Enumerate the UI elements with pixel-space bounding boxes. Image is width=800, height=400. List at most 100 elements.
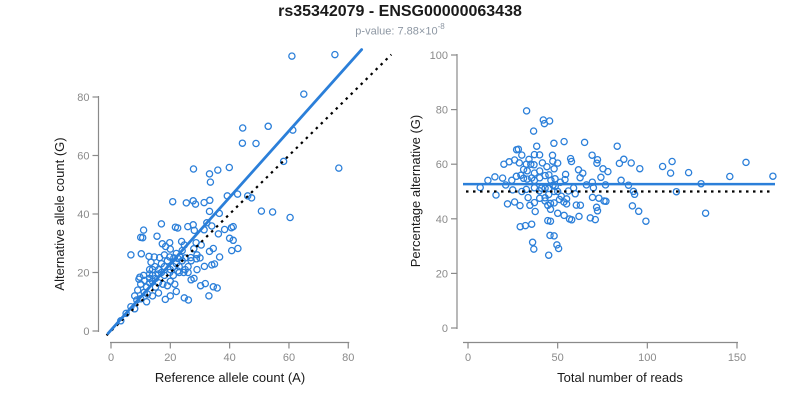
data-point bbox=[148, 292, 157, 300]
data-point bbox=[642, 217, 650, 225]
data-point bbox=[209, 283, 218, 291]
data-point bbox=[243, 192, 252, 200]
data-point bbox=[213, 284, 221, 292]
y-tick-label: 40 bbox=[77, 209, 89, 221]
data-point bbox=[591, 215, 600, 224]
pvalue-text: p-value: 7.88×10 bbox=[355, 25, 438, 38]
data-point bbox=[549, 157, 557, 165]
data-point bbox=[530, 245, 538, 253]
data-point bbox=[615, 159, 624, 168]
data-point bbox=[554, 244, 563, 253]
x-tick-label: 0 bbox=[108, 352, 114, 364]
data-point bbox=[182, 199, 191, 207]
data-point bbox=[229, 236, 237, 245]
data-point bbox=[247, 194, 256, 202]
data-point bbox=[154, 289, 163, 297]
data-point bbox=[498, 174, 507, 182]
data-point bbox=[169, 271, 178, 280]
pvalue-exponent: -8 bbox=[437, 22, 445, 31]
data-point bbox=[153, 232, 161, 240]
data-point bbox=[518, 151, 526, 159]
data-point bbox=[600, 197, 608, 205]
data-point bbox=[636, 164, 644, 173]
data-point bbox=[171, 280, 179, 288]
data-point bbox=[166, 292, 175, 300]
data-point bbox=[181, 254, 189, 262]
y-tick-label: 0 bbox=[83, 326, 89, 338]
data-point bbox=[168, 197, 177, 206]
data-point bbox=[684, 168, 693, 177]
data-point bbox=[163, 257, 172, 265]
data-point bbox=[206, 178, 215, 186]
data-point bbox=[572, 201, 581, 209]
data-point bbox=[190, 226, 199, 235]
data-point bbox=[512, 145, 521, 154]
data-point bbox=[742, 158, 750, 167]
data-point bbox=[561, 170, 570, 179]
data-point bbox=[187, 257, 195, 265]
right-scatter-panel: 0 20 40 60 80 100 0 50 100 150 bbox=[430, 50, 777, 364]
y-tick-label: 80 bbox=[77, 92, 89, 104]
data-point bbox=[522, 185, 531, 194]
data-point bbox=[576, 173, 584, 182]
data-point bbox=[567, 157, 576, 166]
data-point bbox=[604, 167, 612, 176]
data-point bbox=[220, 225, 229, 234]
data-point bbox=[133, 286, 142, 294]
data-point bbox=[130, 292, 139, 300]
data-point bbox=[541, 171, 549, 180]
data-point bbox=[551, 175, 559, 183]
data-point bbox=[178, 246, 186, 255]
data-point bbox=[529, 127, 538, 135]
data-point bbox=[150, 253, 159, 261]
data-point bbox=[205, 292, 213, 300]
data-point bbox=[233, 190, 242, 198]
data-point bbox=[227, 246, 236, 255]
x-tick-label: 50 bbox=[552, 352, 564, 364]
y-tick-label: 100 bbox=[430, 50, 448, 62]
identity-line bbox=[105, 53, 393, 337]
data-point bbox=[545, 117, 554, 125]
data-point bbox=[575, 212, 583, 221]
data-point bbox=[546, 231, 554, 240]
data-point bbox=[142, 298, 151, 306]
data-point bbox=[508, 186, 517, 194]
data-point bbox=[234, 244, 242, 253]
data-point bbox=[184, 268, 192, 277]
data-point bbox=[512, 172, 521, 181]
data-point bbox=[519, 174, 528, 183]
data-point bbox=[535, 151, 544, 159]
data-point bbox=[122, 309, 130, 318]
data-point bbox=[200, 262, 209, 271]
data-point bbox=[518, 187, 526, 196]
data-point bbox=[613, 142, 621, 150]
data-point bbox=[137, 250, 146, 258]
data-point bbox=[180, 294, 189, 302]
data-point bbox=[257, 207, 266, 215]
y-tick-label: 60 bbox=[436, 159, 448, 171]
regression-line bbox=[106, 48, 364, 335]
data-point bbox=[527, 220, 536, 228]
data-point bbox=[503, 200, 512, 208]
data-point bbox=[560, 211, 568, 220]
panels: 0 20 40 60 80 0 20 40 60 80 0 20 40 60 80 100 0 50 100 150 bbox=[77, 48, 777, 364]
data-point bbox=[190, 245, 198, 253]
data-point bbox=[627, 159, 635, 167]
data-point bbox=[136, 280, 145, 288]
data-point bbox=[726, 172, 734, 181]
data-point bbox=[544, 251, 553, 259]
y-tick-label: 60 bbox=[77, 151, 89, 163]
data-point bbox=[196, 254, 204, 262]
left-data-points bbox=[117, 50, 343, 325]
data-point bbox=[225, 163, 234, 172]
data-point bbox=[668, 157, 676, 166]
data-point bbox=[215, 253, 224, 261]
data-point bbox=[331, 50, 339, 59]
data-point bbox=[175, 262, 183, 271]
data-point bbox=[562, 200, 571, 208]
data-point bbox=[147, 258, 155, 267]
data-point bbox=[576, 201, 585, 209]
data-point bbox=[597, 173, 605, 182]
left-x-axis-title: Reference allele count (A) bbox=[155, 370, 305, 385]
